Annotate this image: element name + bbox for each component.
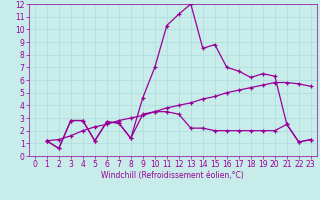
X-axis label: Windchill (Refroidissement éolien,°C): Windchill (Refroidissement éolien,°C) (101, 171, 244, 180)
